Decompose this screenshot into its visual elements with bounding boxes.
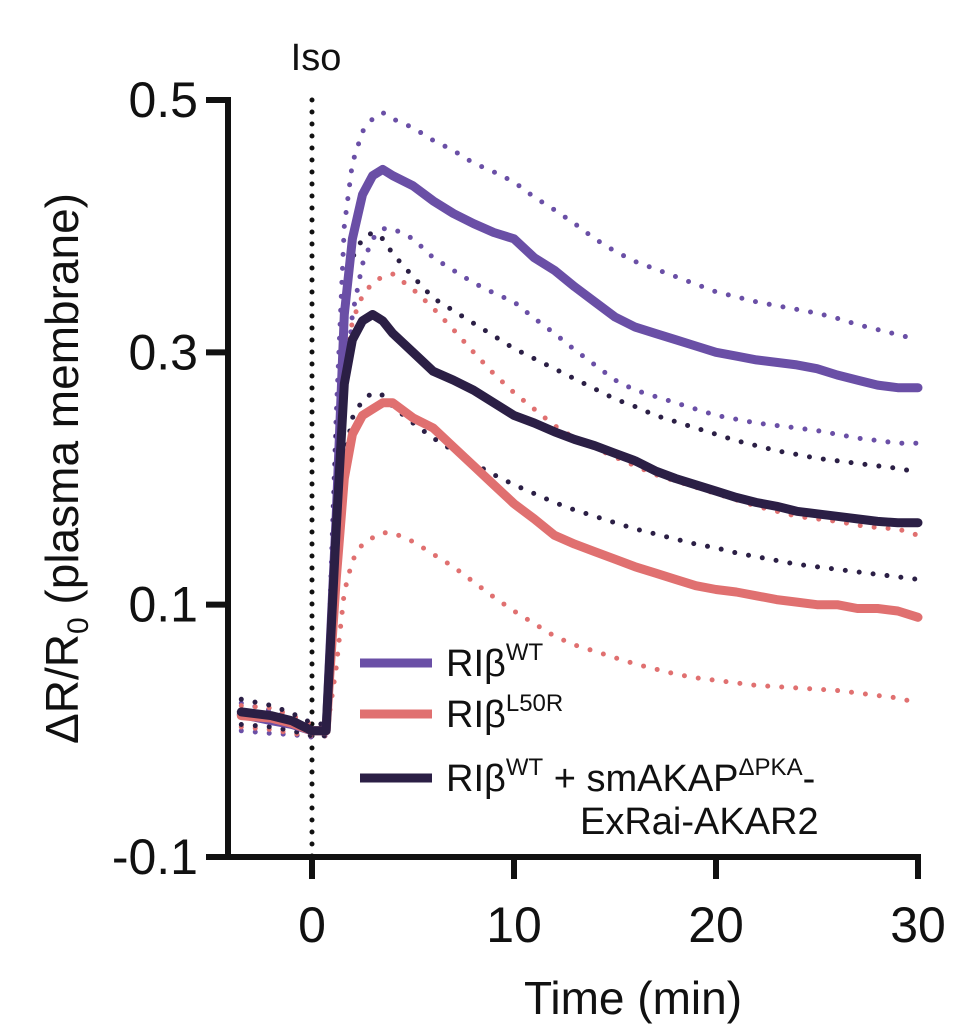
series-layer — [236, 97, 923, 860]
legend-label-after-tail: - — [803, 758, 816, 800]
legend-entry: RIβWT + smAKAPΔPKA-ExRai-AKAR2 — [360, 754, 819, 843]
x-axis-ticks: 0 10 20 30 — [298, 857, 946, 953]
series-2-lower-bound — [238, 530, 921, 739]
series-3-mean-line — [236, 310, 923, 736]
x-tick-label: 10 — [486, 897, 542, 953]
series-1-mean-line — [236, 164, 923, 736]
legend-label-superscript: WT — [506, 639, 544, 666]
legend-label-base: RIβ — [446, 694, 506, 736]
legend-label-after: + smAKAP — [543, 758, 738, 800]
y-tick-label: 0.1 — [128, 577, 198, 633]
legend-label: RIβL50R — [446, 690, 563, 736]
legend-label: RIβWT + smAKAPΔPKA- — [446, 754, 815, 800]
y-axis-title: ΔR/R0 (plasma membrane) — [36, 193, 95, 744]
legend-label-base: RIβ — [446, 758, 506, 800]
x-tick-label: 30 — [890, 897, 946, 953]
x-tick-label: 20 — [688, 897, 744, 953]
y-axis-title-main: ΔR/R — [36, 634, 88, 744]
series-2-mean-line — [236, 398, 923, 736]
y-axis-ticks: -0.1 0.1 0.3 0.5 — [112, 72, 228, 885]
legend-label-base: RIβ — [446, 643, 506, 685]
legend-label-line2: ExRai-AKAR2 — [580, 801, 819, 843]
annotation-iso: Iso — [291, 37, 342, 79]
legend-label-superscript: L50R — [506, 690, 563, 717]
legend-label-superscript: WT — [506, 754, 544, 781]
x-axis-title: Time (min) — [524, 972, 742, 1024]
y-axis-title-rest: (plasma membrane) — [36, 193, 88, 617]
y-axis-title-subscript: 0 — [62, 617, 95, 634]
x-tick-label: 0 — [298, 897, 326, 953]
y-tick-label: 0.3 — [128, 324, 198, 380]
legend-entry: RIβWT — [360, 639, 544, 685]
y-tick-label: -0.1 — [112, 829, 198, 885]
legend-label-after-superscript: ΔPKA — [739, 754, 803, 781]
legend-label: RIβWT — [446, 639, 544, 685]
series-3-lower-bound — [238, 389, 921, 739]
y-tick-label: 0.5 — [128, 72, 198, 128]
legend-entry: RIβL50R — [360, 690, 563, 736]
